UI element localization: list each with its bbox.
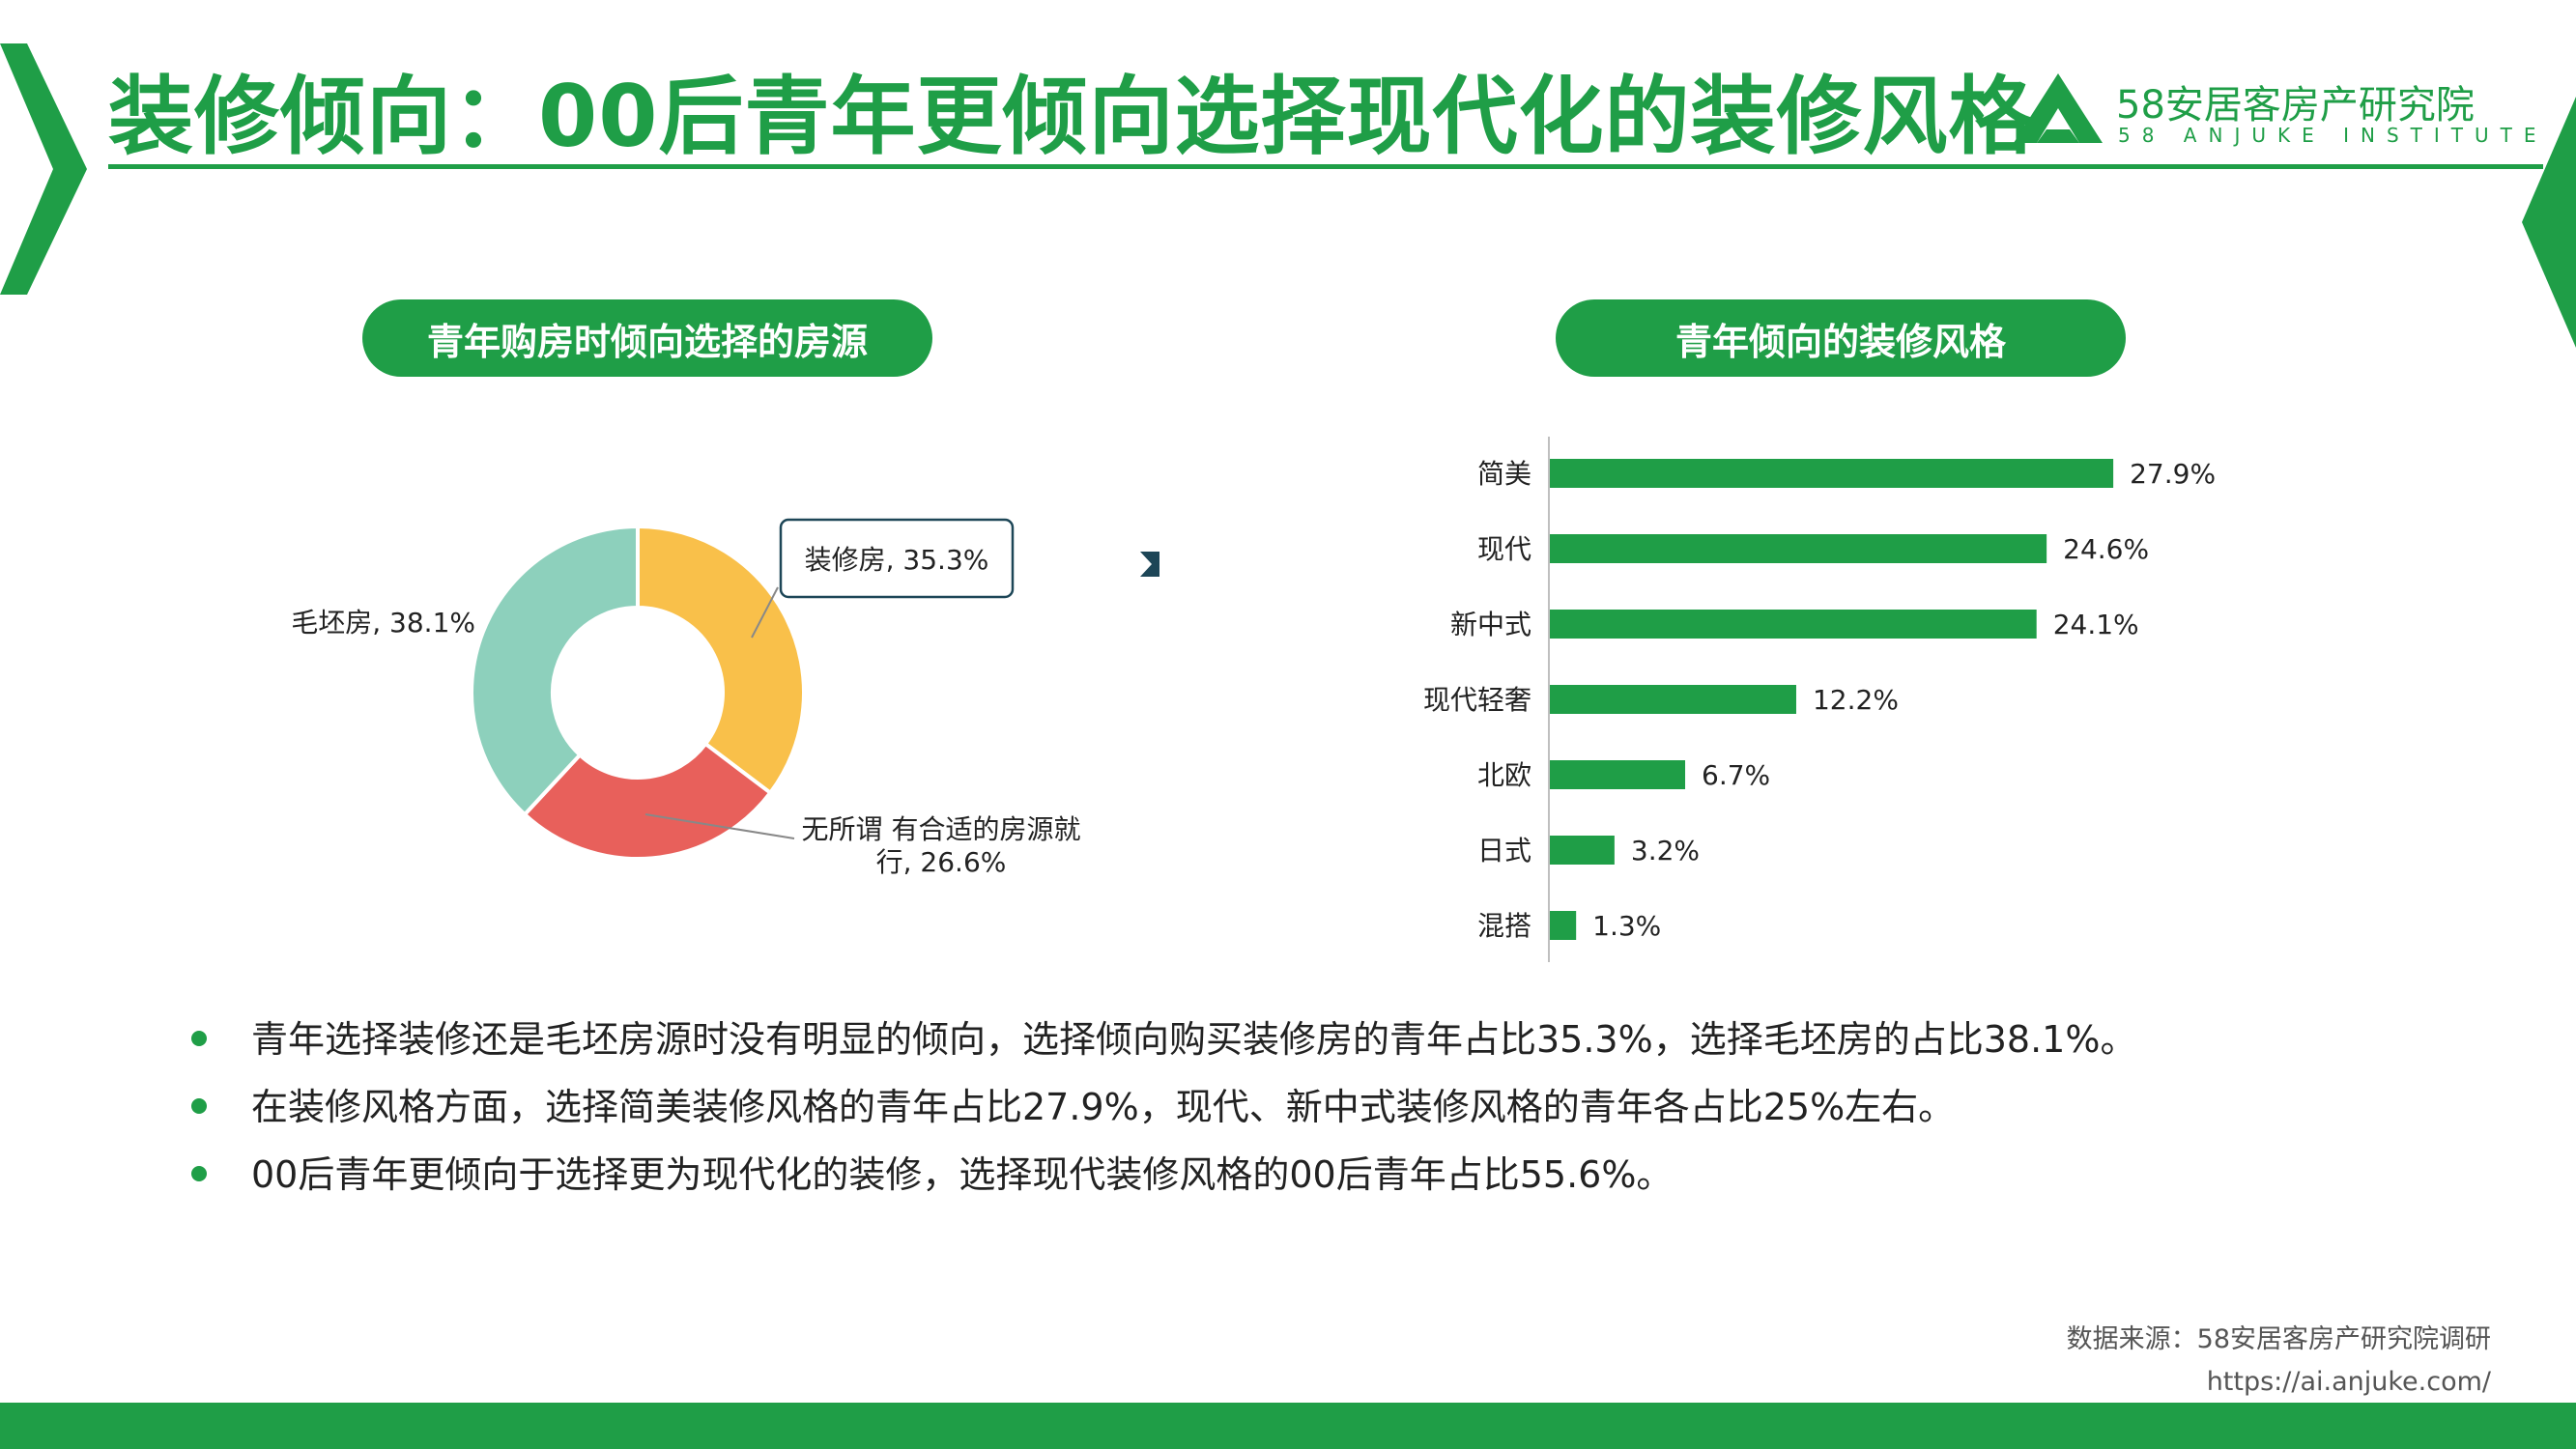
donut-label-unfinished: 毛坯房, 38.1% — [291, 607, 475, 639]
bar-value-label: 3.2% — [1631, 835, 1700, 867]
bar-category-label: 现代轻奢 — [1423, 684, 1531, 716]
data-source: 数据来源：58安居客房产研究院调研 https://ai.anjuke.com/ — [2067, 1319, 2491, 1404]
bar-value-label: 24.6% — [2063, 533, 2149, 565]
bullet-item: 在装修风格方面，选择简美装修风格的青年占比27.9%，现代、新中式装修风格的青年… — [184, 1080, 2136, 1148]
bar-1 — [1550, 534, 2047, 563]
bar-2 — [1550, 610, 2037, 639]
bar-category-label: 日式 — [1477, 835, 1531, 867]
donut-leader-indifferent — [644, 813, 795, 839]
page-title: 装修倾向：00后青年更倾向选择现代化的装修风格 — [108, 67, 2035, 166]
bar-value-label: 1.3% — [1592, 910, 1661, 942]
bar-category-label: 现代 — [1477, 533, 1531, 565]
donut-label-indifferent-line1: 无所谓 有合适的房源就 — [802, 813, 1081, 845]
bar-5 — [1550, 836, 1615, 865]
bullet-dot — [191, 1166, 207, 1181]
title-underline — [108, 164, 2543, 169]
donut-chart: 装修房, 35.3% 毛坯房, 38.1% 无所谓 有合适的房源就 行, 26.… — [291, 518, 1159, 878]
bar-value-label: 24.1% — [2053, 609, 2139, 640]
bullet-item: 00后青年更倾向于选择更为现代化的装修，选择现代装修风格的00后青年占比55.6… — [184, 1148, 2136, 1215]
donut-slice-renovated — [636, 524, 806, 796]
donut-label-box-renovated — [779, 518, 1015, 599]
bar-4 — [1550, 760, 1686, 789]
bar-category-label: 混搭 — [1477, 910, 1531, 942]
bar-6 — [1550, 911, 1577, 940]
bullet-item: 青年选择装修还是毛坯房源时没有明显的倾向，选择倾向购买装修房的青年占比35.3%… — [184, 1012, 2136, 1080]
bullet-dot — [191, 1098, 207, 1114]
bullet-dot — [191, 1031, 207, 1046]
bar-value-label: 27.9% — [2130, 458, 2216, 490]
bar-value-label: 6.7% — [1702, 759, 1770, 791]
bar-chart: 简美 27.9% 现代 24.6% 新中式 24.1% 现代轻奢 12.2% 北欧 6.7% 日式 3… — [1423, 437, 2216, 962]
donut-label-renovated: 装修房, 35.3% — [805, 544, 989, 576]
bar-heading-pill: 青年倾向的装修风格 — [1556, 299, 2126, 377]
source-text: 数据来源：58安居客房产研究院调研 — [2066, 1324, 2491, 1354]
donut-heading-pill: 青年购房时倾向选择的房源 — [362, 299, 932, 377]
logo-triangle-icon — [2014, 73, 2103, 143]
summary-bullets: 青年选择装修还是毛坯房源时没有明显的倾向，选择倾向购买装修房的青年占比35.3%… — [184, 1012, 2136, 1215]
donut-label-indifferent-line2: 行, 26.6% — [876, 846, 1007, 878]
bar-category-label: 简美 — [1477, 458, 1531, 490]
logo-name: 58安居客房产研究院 — [2116, 83, 2475, 128]
bar-3 — [1550, 685, 1796, 714]
footer-bar — [0, 1403, 2576, 1449]
right-chevron-decoration — [2522, 97, 2576, 348]
bar-value-label: 12.2% — [1813, 684, 1899, 716]
bullet-text: 在装修风格方面，选择简美装修风格的青年占比27.9%，现代、新中式装修风格的青年… — [251, 1086, 1956, 1128]
source-url[interactable]: https://ai.anjuke.com/ — [2206, 1367, 2491, 1397]
bar-category-label: 新中式 — [1450, 609, 1531, 640]
bar-category-label: 北欧 — [1477, 759, 1531, 791]
brand-logo: 58安居客房产研究院 58 ANJUKE INSTITUTE — [2010, 68, 2535, 155]
left-chevron-decoration — [0, 43, 87, 295]
donut-slice-unfinished — [470, 524, 640, 817]
donut-leader-renovated — [751, 586, 779, 639]
bullet-text: 青年选择装修还是毛坯房源时没有明显的倾向，选择倾向购买装修房的青年占比35.3%… — [251, 1018, 2137, 1061]
bullet-text: 00后青年更倾向于选择更为现代化的装修，选择现代装修风格的00后青年占比55.6… — [251, 1153, 1674, 1196]
logo-subtitle: 58 ANJUKE INSTITUTE — [2118, 124, 2548, 147]
right-arrow-icon — [1140, 552, 1159, 577]
bar-0 — [1550, 459, 2114, 488]
donut-slice-indifferent — [522, 741, 774, 861]
